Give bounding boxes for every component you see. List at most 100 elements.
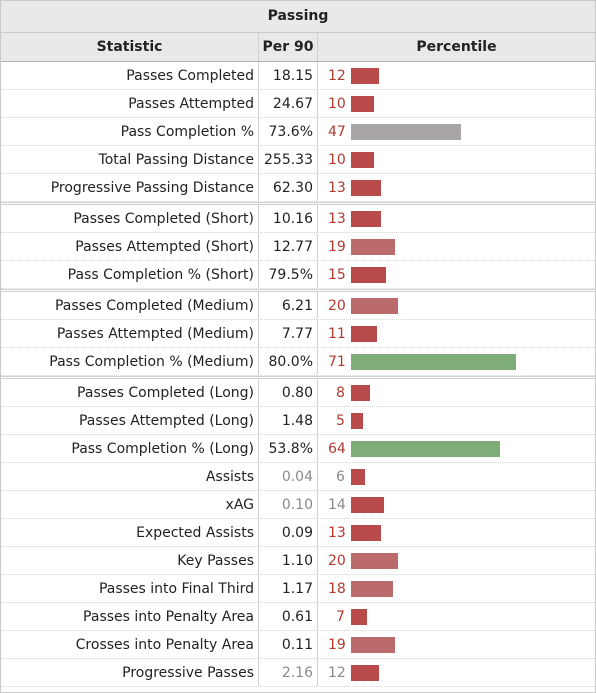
per90-value: 0.10 <box>259 491 318 518</box>
stat-name: Total Passing Distance <box>1 146 259 173</box>
percentile-cell: 6 <box>318 463 595 490</box>
per90-value: 7.77 <box>259 320 318 347</box>
stat-name: Passes Completed (Short) <box>1 205 259 232</box>
stat-name: Passes Attempted <box>1 90 259 117</box>
percentile-cell: 13 <box>318 205 595 232</box>
percentile-cell: 14 <box>318 491 595 518</box>
percentile-bar <box>351 354 516 370</box>
percentile-value: 10 <box>328 96 346 112</box>
percentile-cell: 7 <box>318 603 595 630</box>
percentile-bar <box>351 298 398 314</box>
header-per90[interactable]: Per 90 <box>259 33 318 61</box>
percentile-value: 18 <box>328 581 346 597</box>
stat-name: Pass Completion % <box>1 118 259 145</box>
percentile-cell: 12 <box>318 62 595 89</box>
per90-value: 53.8% <box>259 435 318 462</box>
table-row: Passes Attempted (Medium) 7.77 11 <box>1 320 595 348</box>
percentile-bar <box>351 68 379 84</box>
table-row: Progressive Passing Distance 62.30 13 <box>1 174 595 202</box>
percentile-bar <box>351 581 393 597</box>
stat-name: xAG <box>1 491 259 518</box>
percentile-cell: 13 <box>318 174 595 201</box>
percentile-cell: 47 <box>318 118 595 145</box>
stat-name: Progressive Passes <box>1 659 259 686</box>
percentile-value: 7 <box>336 609 345 625</box>
table-row: Crosses into Penalty Area 0.11 19 <box>1 631 595 659</box>
percentile-value: 19 <box>328 239 346 255</box>
percentile-cell: 19 <box>318 631 595 658</box>
stat-name: Assists <box>1 463 259 490</box>
percentile-cell: 20 <box>318 547 595 574</box>
percentile-value: 8 <box>336 385 345 401</box>
stat-name: Passes Completed (Long) <box>1 379 259 406</box>
percentile-cell: 12 <box>318 659 595 686</box>
percentile-cell: 18 <box>318 575 595 602</box>
table-row: Passes Completed (Short) 10.16 13 <box>1 202 595 233</box>
table-row: Pass Completion % 73.6% 47 <box>1 118 595 146</box>
table-row: Pass Completion % (Long) 53.8% 64 <box>1 435 595 463</box>
stat-name: Passes Completed (Medium) <box>1 292 259 319</box>
stat-name: Pass Completion % (Long) <box>1 435 259 462</box>
table-row: Passes Attempted (Short) 12.77 19 <box>1 233 595 261</box>
percentile-value: 20 <box>328 553 346 569</box>
percentile-bar <box>351 326 377 342</box>
table-row: Key Passes 1.10 20 <box>1 547 595 575</box>
percentile-bar <box>351 553 398 569</box>
per90-value: 0.09 <box>259 519 318 546</box>
table-row: Progressive Passes 2.16 12 <box>1 659 595 687</box>
table-title: Passing <box>1 1 595 33</box>
percentile-bar <box>351 180 381 196</box>
stat-name: Progressive Passing Distance <box>1 174 259 201</box>
percentile-value: 11 <box>328 326 346 342</box>
table-row: Passes Completed (Medium) 6.21 20 <box>1 289 595 320</box>
percentile-cell: 19 <box>318 233 595 260</box>
percentile-value: 5 <box>336 413 345 429</box>
stat-name: Expected Assists <box>1 519 259 546</box>
table-header: Statistic Per 90 Percentile <box>1 33 595 62</box>
stat-name: Key Passes <box>1 547 259 574</box>
stat-name: Passes Attempted (Long) <box>1 407 259 434</box>
per90-value: 1.17 <box>259 575 318 602</box>
per90-value: 62.30 <box>259 174 318 201</box>
percentile-bar <box>351 239 395 255</box>
per90-value: 79.5% <box>259 261 318 288</box>
percentile-value: 13 <box>328 180 346 196</box>
percentile-value: 12 <box>328 665 346 681</box>
percentile-bar <box>351 637 395 653</box>
stat-name: Passes Attempted (Medium) <box>1 320 259 347</box>
table-row: Assists 0.04 6 <box>1 463 595 491</box>
percentile-bar <box>351 441 500 457</box>
stat-name: Pass Completion % (Medium) <box>1 348 259 375</box>
percentile-bar <box>351 413 363 429</box>
per90-value: 80.0% <box>259 348 318 375</box>
percentile-bar <box>351 152 374 168</box>
table-row: Pass Completion % (Medium) 80.0% 71 <box>1 348 595 376</box>
percentile-cell: 13 <box>318 519 595 546</box>
per90-value: 0.11 <box>259 631 318 658</box>
per90-value: 1.48 <box>259 407 318 434</box>
per90-value: 73.6% <box>259 118 318 145</box>
percentile-cell: 64 <box>318 435 595 462</box>
percentile-bar <box>351 124 461 140</box>
header-percentile[interactable]: Percentile <box>416 39 497 55</box>
percentile-value: 15 <box>328 267 346 283</box>
table-row: Passes Completed 18.15 12 <box>1 62 595 90</box>
stat-name: Pass Completion % (Short) <box>1 261 259 288</box>
table-row: Passes Completed (Long) 0.80 8 <box>1 376 595 407</box>
table-row: Passes into Final Third 1.17 18 <box>1 575 595 603</box>
percentile-value: 14 <box>328 497 346 513</box>
percentile-cell: 71 <box>318 348 595 375</box>
percentile-bar <box>351 267 386 283</box>
per90-value: 0.80 <box>259 379 318 406</box>
per90-value: 255.33 <box>259 146 318 173</box>
table-row: Passes Attempted (Long) 1.48 5 <box>1 407 595 435</box>
header-statistic[interactable]: Statistic <box>1 33 259 61</box>
table-row: Pass Completion % (Short) 79.5% 15 <box>1 261 595 289</box>
percentile-bar <box>351 211 381 227</box>
per90-value: 10.16 <box>259 205 318 232</box>
percentile-value: 10 <box>328 152 346 168</box>
percentile-value: 13 <box>328 211 346 227</box>
percentile-value: 19 <box>328 637 346 653</box>
percentile-bar <box>351 96 374 112</box>
